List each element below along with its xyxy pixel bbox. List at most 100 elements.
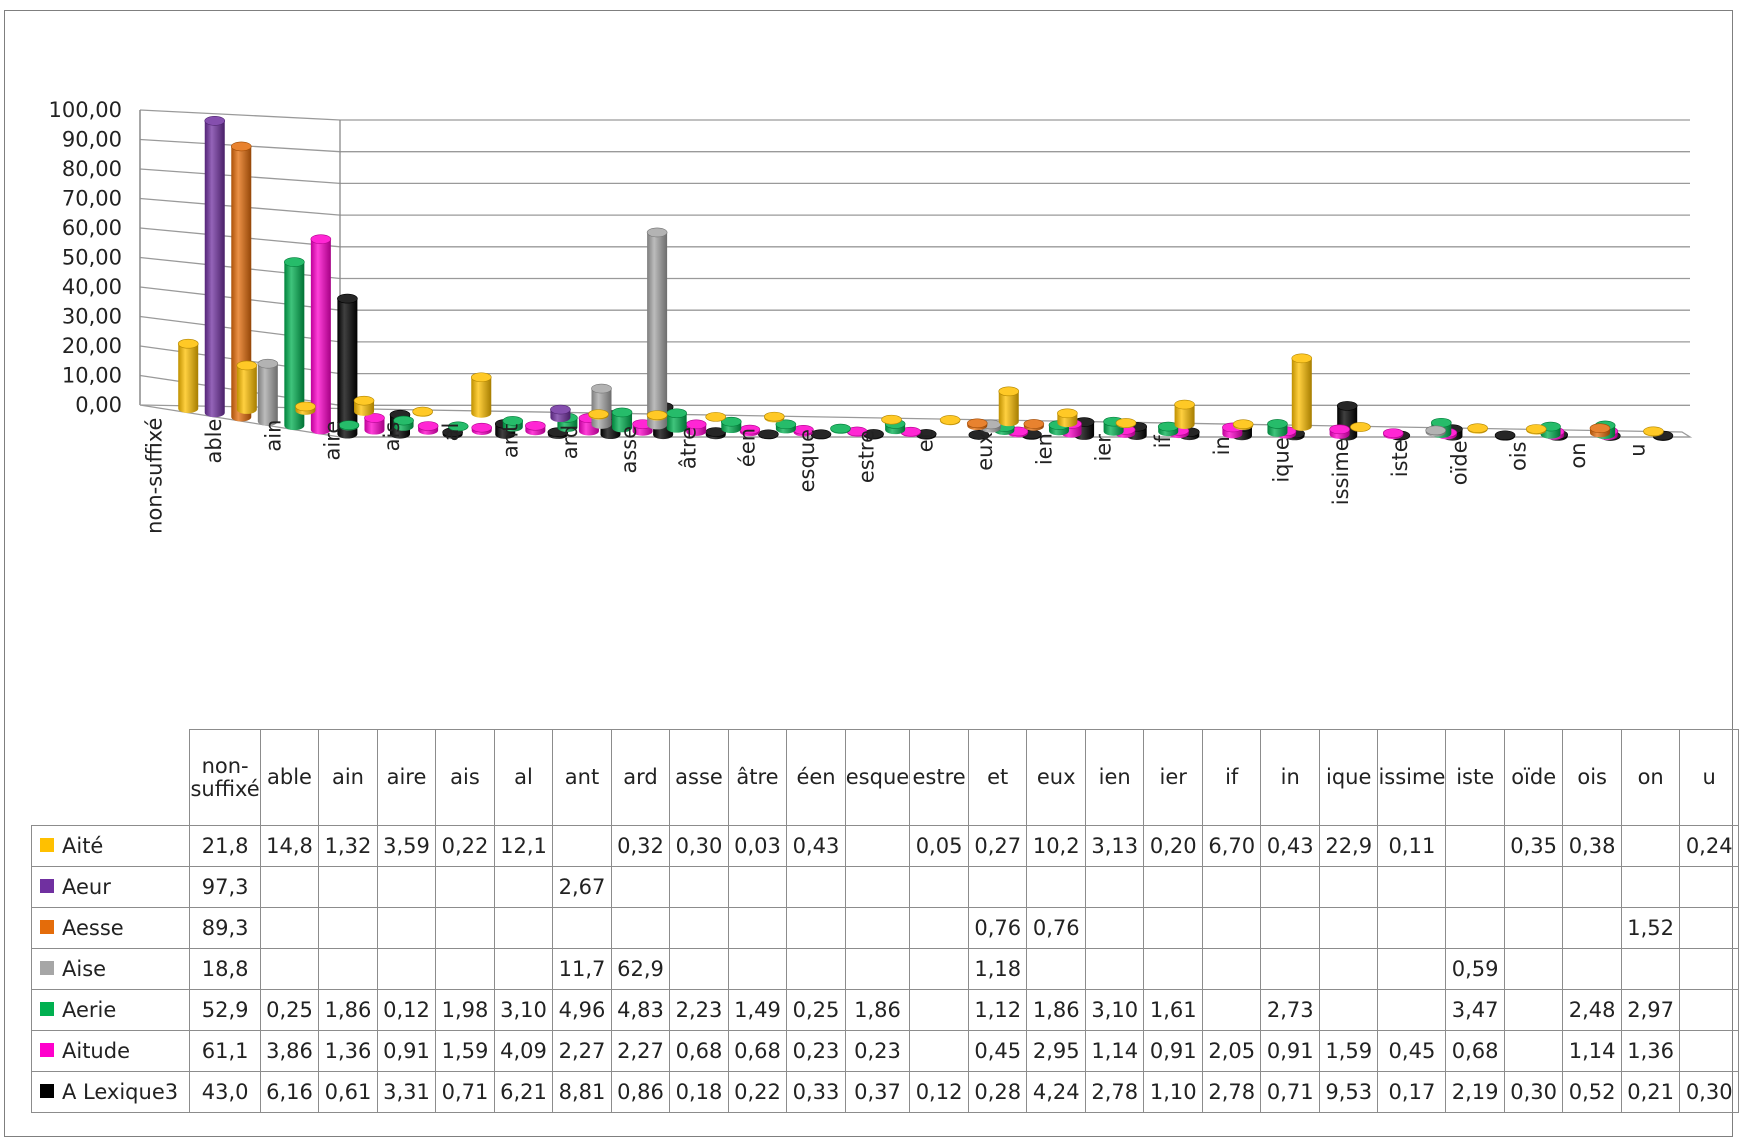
table-cell: 0,76 <box>967 907 1028 949</box>
series-name: Aitude <box>62 1038 130 1063</box>
bar-aité <box>412 406 433 417</box>
x-category-label: able <box>202 419 226 464</box>
table-cell <box>1260 948 1320 990</box>
x-category-label: on <box>1566 442 1590 468</box>
bar-aerie <box>338 420 360 431</box>
table-cell <box>376 866 437 908</box>
table-cell <box>1503 1030 1564 1072</box>
x-category-label: issime <box>1329 438 1353 505</box>
table-cell <box>1679 907 1739 949</box>
table-cell <box>493 866 554 908</box>
x-category-label: ique <box>1270 437 1294 482</box>
table-cell: 0,33 <box>786 1071 846 1113</box>
bar-aerie <box>1267 419 1288 437</box>
table-cell: 3,47 <box>1445 989 1505 1031</box>
bar-aerie <box>447 421 469 432</box>
legend-swatch <box>40 919 54 934</box>
bar-aitude <box>685 419 707 436</box>
table-cell: 2,05 <box>1201 1030 1262 1072</box>
table-cell <box>1503 989 1564 1031</box>
bar-aitude <box>1329 424 1350 439</box>
table-cell <box>1201 907 1262 949</box>
table-cell: 0,61 <box>318 1071 378 1113</box>
bar-a-lexique3 <box>1494 430 1516 441</box>
table-cell: 0,37 <box>844 1071 911 1113</box>
table-cell: 2,48 <box>1562 989 1622 1031</box>
table-cell: 0,52 <box>1562 1071 1622 1113</box>
legend-entry: Aerie <box>30 989 191 1031</box>
table-cell: 1,86 <box>1026 989 1086 1031</box>
table-cell <box>1260 866 1320 908</box>
table-cell: 0,11 <box>1377 825 1447 867</box>
table-cell: 0,17 <box>1377 1071 1447 1113</box>
table-cell: 0,68 <box>669 1030 729 1072</box>
table-cell <box>727 866 788 908</box>
table-cell: 1,59 <box>435 1030 495 1072</box>
x-category-label: et <box>914 431 938 452</box>
table-cell: 52,9 <box>189 989 261 1031</box>
table-cell <box>1143 948 1203 990</box>
table-cell: 1,14 <box>1562 1030 1622 1072</box>
bar-a-lexique3 <box>968 430 990 440</box>
table-cell: 0,43 <box>1260 825 1320 867</box>
x-category-label: éen <box>736 428 760 467</box>
bar-aerie <box>666 408 687 433</box>
table-cell: 0,86 <box>610 1071 671 1113</box>
table-cell: 0,25 <box>786 989 846 1031</box>
table-cell <box>552 825 612 867</box>
bar-aité <box>236 360 258 414</box>
bar-a-lexique3 <box>915 429 937 440</box>
table-cell: 0,22 <box>727 1071 788 1113</box>
x-category-label: iste <box>1388 439 1412 477</box>
column-header: ier <box>1143 729 1203 826</box>
table-cell <box>1679 866 1739 908</box>
bar-a-lexique3 <box>758 429 779 440</box>
table-cell <box>1318 989 1379 1031</box>
table-cell: 0,30 <box>669 825 729 867</box>
table-cell: 0,18 <box>669 1071 729 1113</box>
table-cell <box>259 948 320 990</box>
column-header: ain <box>318 729 378 826</box>
bar-aesse <box>230 141 252 422</box>
table-cell: 1,59 <box>1318 1030 1379 1072</box>
bar-aitude <box>846 426 868 437</box>
table-cell: 0,05 <box>909 825 969 867</box>
table-cell <box>435 866 495 908</box>
bar-aerie <box>830 423 851 434</box>
y-tick-label: 80,00 <box>62 157 122 181</box>
y-tick-label: 0,00 <box>75 393 122 417</box>
table-cell <box>786 907 846 949</box>
x-category-label: ain <box>261 420 285 452</box>
table-cell: 10,2 <box>1026 825 1086 867</box>
table-cell: 6,21 <box>493 1071 554 1113</box>
bar-aerie <box>502 416 524 432</box>
table-cell <box>967 866 1028 908</box>
table-cell <box>1377 866 1447 908</box>
y-tick-label: 40,00 <box>62 275 122 299</box>
table-cell: 0,45 <box>1377 1030 1447 1072</box>
table-cell <box>1143 907 1203 949</box>
series-name: Aeur <box>62 874 111 899</box>
table-cell: 3,86 <box>259 1030 320 1072</box>
table-cell: 1,32 <box>318 825 378 867</box>
table-cell: 2,73 <box>1260 989 1320 1031</box>
table-cell <box>435 948 495 990</box>
bar-aité <box>705 412 727 422</box>
table-cell <box>844 907 911 949</box>
table-cell: 0,12 <box>376 989 437 1031</box>
data-table: non-suffixé able ain aire ais al ant ard asse âtr… <box>30 729 1739 1113</box>
table-cell <box>1026 948 1086 990</box>
bar-a-lexique3 <box>442 427 463 439</box>
table-cell: 1,36 <box>1620 1030 1681 1072</box>
bar-aité <box>646 410 668 421</box>
table-row: Aité 21,8 14,8 1,32 3,59 0,22 12,1 0,32 0,30 0,03… <box>30 825 1739 867</box>
bar-aerie <box>393 415 414 431</box>
y-tick-label: 10,00 <box>62 364 122 388</box>
table-cell: 0,30 <box>1679 1071 1739 1113</box>
table-cell: 4,24 <box>1026 1071 1086 1113</box>
bar-aité <box>353 395 375 416</box>
legend-entry: A Lexique3 <box>30 1071 191 1113</box>
table-cell: 0,12 <box>909 1071 969 1113</box>
bar-aesse <box>1589 423 1611 438</box>
table-cell: 0,27 <box>967 825 1028 867</box>
